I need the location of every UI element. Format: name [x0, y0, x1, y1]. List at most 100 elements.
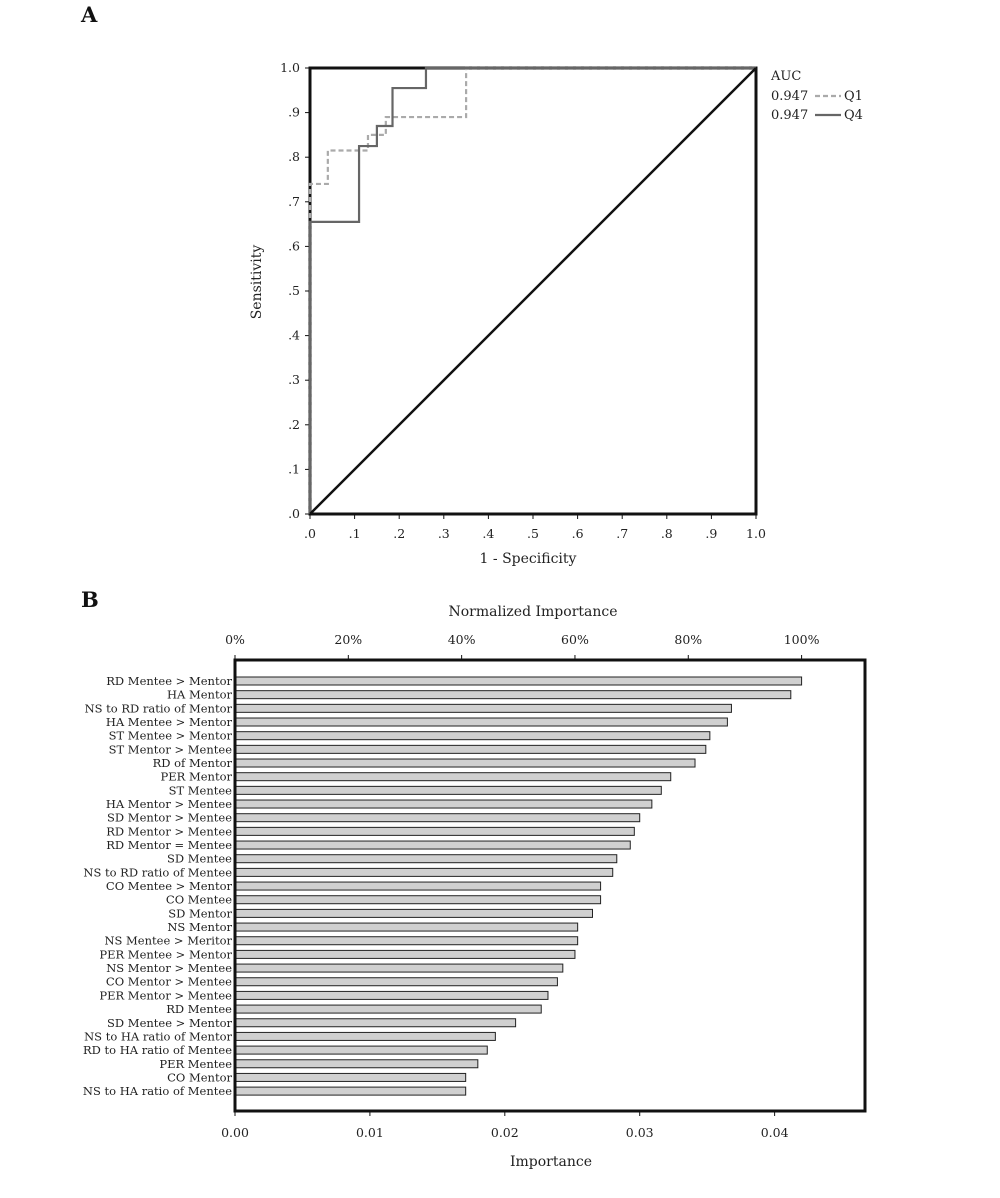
roc-x-tick-label: .2 — [393, 526, 405, 541]
roc-y-tick-label: .7 — [288, 194, 300, 209]
roc-y-tick-label: .3 — [288, 372, 300, 387]
roc-x-tick-label: .5 — [527, 526, 539, 541]
importance-category-label: HA Mentee > Mentor — [106, 715, 233, 729]
importance-category-label: CO Mentor > Mentee — [106, 975, 232, 989]
importance-bar — [235, 937, 578, 945]
roc-y-tick-label: 1.0 — [280, 60, 300, 75]
roc-legend-auc: 0.947 — [771, 89, 808, 104]
importance-bar — [235, 704, 731, 712]
importance-category-label: NS Mentor > Mentee — [106, 961, 232, 975]
importance-category-label: RD Mentee > Mentor — [106, 674, 232, 688]
roc-x-tick-label: .4 — [482, 526, 494, 541]
importance-bar — [235, 909, 592, 917]
roc-y-tick-label: .4 — [288, 328, 300, 343]
roc-legend-auc: 0.947 — [771, 108, 808, 123]
importance-bar — [235, 923, 578, 931]
importance-top-tick-label: 0% — [225, 632, 245, 647]
roc-x-tick-label: .7 — [616, 526, 628, 541]
importance-category-label: RD Mentor = Mentee — [106, 838, 232, 852]
importance-bar — [235, 1019, 516, 1027]
roc-chart: .0 .1 .2 .3 .4 .5 .6 .7 .8 .9 1.0 .0 .1 .2 .3 .4 .5 .6 .7.… — [249, 60, 863, 567]
importance-category-label: PER Mentee — [159, 1057, 232, 1071]
importance-bar — [235, 773, 671, 781]
importance-category-label: PER Mentor — [161, 770, 233, 784]
importance-top-tick-label: 20% — [334, 632, 362, 647]
importance-bar — [235, 814, 640, 822]
importance-category-label: ST Mentee — [169, 783, 233, 797]
importance-bar — [235, 1046, 487, 1054]
roc-legend: AUC 0.947 Q1 0.947 Q4 — [770, 69, 863, 123]
importance-bar — [235, 827, 634, 835]
importance-bar — [235, 855, 617, 863]
importance-category-label: HA Mentor > Mentee — [106, 797, 232, 811]
importance-chart: Normalized Importance 0.00 0.01 0.02 0.03 0.… — [83, 604, 865, 1170]
importance-category-label: CO Mentor — [167, 1070, 232, 1084]
importance-bar — [235, 991, 548, 999]
roc-legend-series-name: Q4 — [844, 108, 863, 123]
importance-top-tick-label: 80% — [674, 632, 702, 647]
importance-bar — [235, 964, 563, 972]
roc-x-tick-label: .9 — [705, 526, 717, 541]
importance-category-label: ST Mentor > Mentee — [109, 742, 233, 756]
importance-top-axis-title: Normalized Importance — [448, 604, 617, 620]
roc-y-tick-label: .2 — [288, 417, 300, 432]
importance-category-label: SD Mentor — [168, 906, 232, 920]
roc-legend-series-name: Q1 — [844, 89, 863, 104]
importance-category-label: NS to HA ratio of Mentor — [84, 1029, 232, 1043]
importance-category-label: CO Mentee — [166, 893, 232, 907]
importance-category-label: NS to HA ratio of Mentee — [83, 1084, 232, 1098]
importance-category-label: SD Mentee > Mentor — [107, 1016, 232, 1030]
roc-y-tick-label: .6 — [288, 238, 300, 253]
panel-label-a: A — [80, 2, 98, 27]
roc-lines — [310, 68, 756, 514]
importance-top-tick-label: 40% — [448, 632, 476, 647]
roc-x-tick-label: .6 — [572, 526, 584, 541]
importance-x-tick-label: 0.04 — [761, 1125, 789, 1140]
importance-category-label: ST Mentee > Mentor — [109, 729, 233, 743]
importance-category-label: SD Mentee — [167, 852, 232, 866]
roc-y-tick-label: .1 — [288, 461, 300, 476]
importance-x-tick-label: 0.01 — [356, 1125, 384, 1140]
importance-bar — [235, 896, 601, 904]
importance-category-label: PER Mentor > Mentee — [99, 988, 232, 1002]
panel-label-b: B — [81, 587, 99, 612]
importance-category-label: RD Mentee — [166, 1002, 232, 1016]
roc-y-tick-label: .0 — [288, 506, 300, 521]
importance-category-label: NS to RD ratio of Mentee — [83, 865, 232, 879]
importance-category-label: NS Mentee > Meritor — [104, 934, 232, 948]
importance-bar — [235, 882, 601, 890]
importance-bar — [235, 978, 557, 986]
importance-bar — [235, 868, 613, 876]
importance-category-label: CO Mentee > Mentor — [106, 879, 233, 893]
importance-x-tick-label: 0.00 — [221, 1125, 249, 1140]
importance-category-label: HA Mentor — [167, 688, 233, 702]
importance-category-label: PER Mentee > Mentor — [99, 947, 232, 961]
importance-top-tick-label: 100% — [784, 632, 820, 647]
importance-bar — [235, 1087, 466, 1095]
importance-category-label: NS to RD ratio of Mentor — [85, 701, 233, 715]
roc-legend-title: AUC — [770, 69, 801, 84]
importance-bar — [235, 1073, 466, 1081]
roc-y-tick-label: .9 — [288, 105, 300, 120]
importance-bar — [235, 677, 802, 685]
importance-bar — [235, 1005, 541, 1013]
importance-bar — [235, 759, 695, 767]
importance-category-label: SD Mentor > Mentee — [107, 811, 232, 825]
roc-y-tick-label: .5 — [288, 283, 300, 298]
importance-category-label: NS Mentor — [167, 920, 232, 934]
importance-x-tick-label: 0.02 — [491, 1125, 519, 1140]
importance-bar — [235, 718, 727, 726]
roc-x-tick-label: .0 — [304, 526, 316, 541]
importance-bar — [235, 950, 575, 958]
importance-bar — [235, 691, 791, 699]
roc-y-tick-label: .8 — [288, 149, 300, 164]
roc-x-axis-title: 1 - Specificity — [480, 551, 577, 567]
roc-x-tick-label: .3 — [438, 526, 450, 541]
roc-x-tick-label: .8 — [661, 526, 673, 541]
importance-bar — [235, 841, 630, 849]
importance-top-tick-label: 60% — [561, 632, 589, 647]
roc-x-tick-label: 1.0 — [746, 526, 766, 541]
importance-x-axis-title: Importance — [510, 1154, 592, 1170]
